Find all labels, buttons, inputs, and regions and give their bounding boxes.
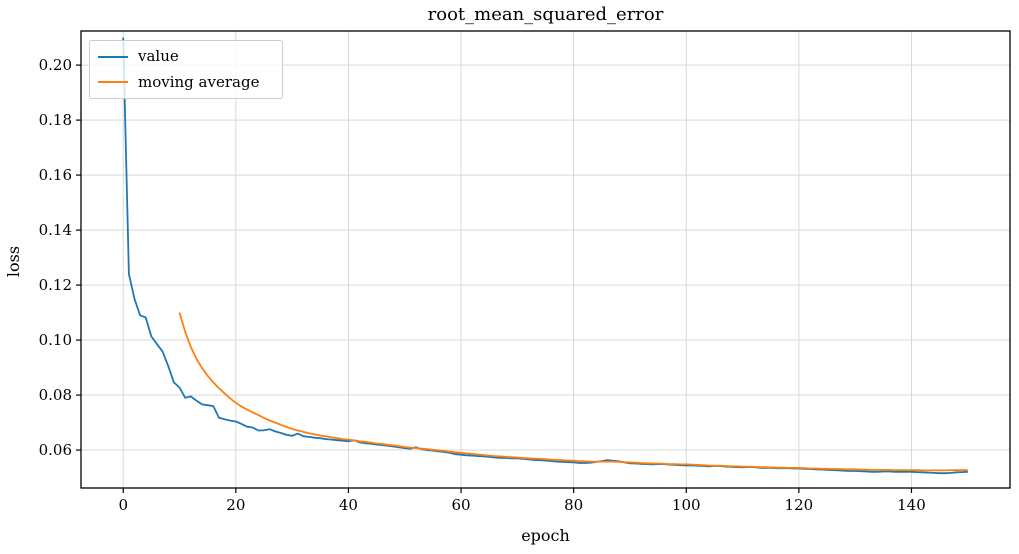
y-tick-label: 0.06: [39, 441, 72, 459]
moving-average-line-swatch: [98, 81, 128, 84]
x-tick-label: 40: [339, 496, 358, 514]
x-tick-label: 0: [118, 496, 128, 514]
axes-spines: [80, 30, 1011, 489]
y-tick-label: 0.10: [39, 331, 72, 349]
value-line-swatch: [98, 55, 128, 58]
y-tick-label: 0.20: [39, 56, 72, 74]
series-line-moving-average: [178, 312, 968, 472]
x-tick-label: 80: [564, 496, 583, 514]
x-tick-label: 120: [785, 496, 814, 514]
x-tick-label: 100: [672, 496, 701, 514]
legend: value moving average: [89, 40, 283, 99]
legend-item-moving-average: moving average: [98, 70, 274, 94]
y-tick-label: 0.16: [39, 166, 72, 184]
x-tick-label: 140: [897, 496, 926, 514]
legend-label-moving-average: moving average: [138, 72, 260, 91]
y-axis-label: loss: [4, 245, 23, 278]
y-tick-label: 0.18: [39, 111, 72, 129]
x-tick-label: 60: [451, 496, 470, 514]
y-tick-label: 0.12: [39, 276, 72, 294]
legend-item-value: value: [98, 45, 274, 69]
series-line-value: [122, 37, 968, 475]
chart-title: root_mean_squared_error: [427, 4, 664, 25]
y-tick-label: 0.14: [39, 221, 72, 239]
x-axis-label: epoch: [521, 526, 570, 545]
x-tick-label: 20: [226, 496, 245, 514]
y-tick-label: 0.08: [39, 386, 72, 404]
legend-label-value: value: [138, 47, 179, 66]
